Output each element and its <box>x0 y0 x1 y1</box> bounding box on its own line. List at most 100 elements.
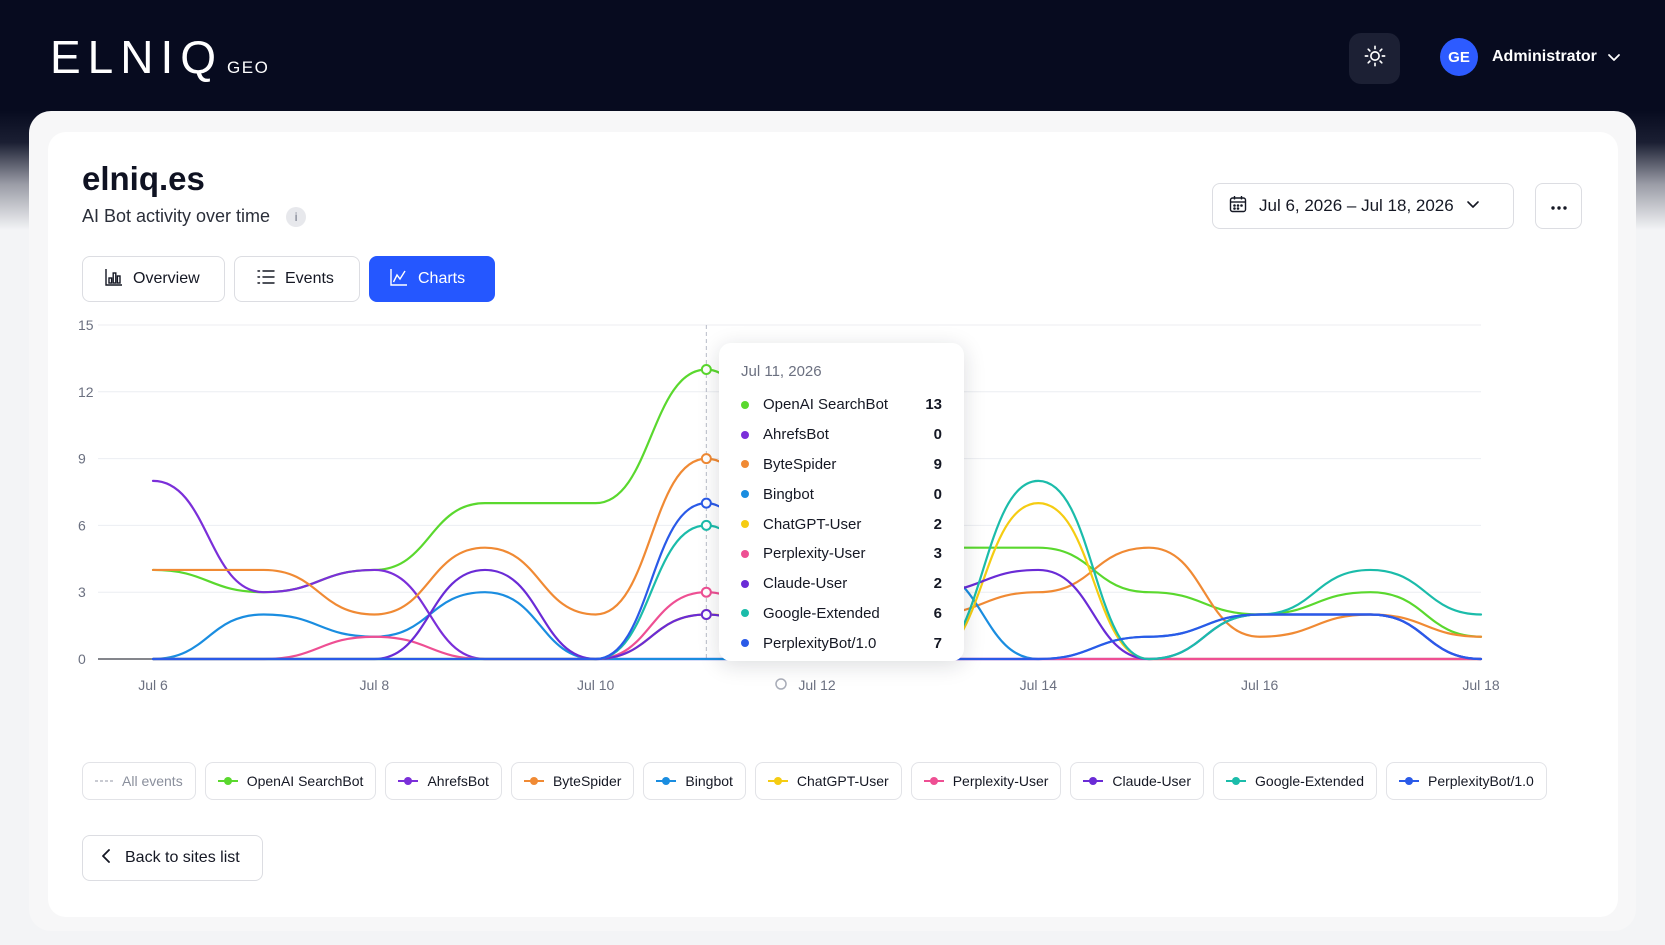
tooltip-series-name: Google-Extended <box>763 604 880 622</box>
series-line-icon <box>767 777 788 785</box>
legend-item[interactable]: ChatGPT-User <box>754 762 902 800</box>
activity-line-chart[interactable]: 0 3 6 9 12 15 Jul 6 Jul 8 Jul 10 Jul 12 Jul 14 Jul … <box>48 132 1618 752</box>
chevron-left-icon <box>101 848 111 868</box>
series-line-icon <box>656 777 677 785</box>
page-title: elniq.es <box>82 160 205 197</box>
legend-label: Claude-User <box>1112 773 1192 789</box>
series-line-icon <box>923 777 944 785</box>
tooltip-row: ChatGPT-User 2 <box>741 509 942 539</box>
legend-label: AhrefsBot <box>427 773 489 789</box>
legend-item[interactable]: ByteSpider <box>510 762 635 800</box>
y-tick-label: 12 <box>78 384 94 400</box>
tooltip-series-name: ByteSpider <box>763 455 837 473</box>
calendar-icon <box>1229 195 1247 218</box>
list-icon <box>257 269 275 290</box>
tab-events[interactable]: Events <box>234 256 360 302</box>
legend-label: OpenAI SearchBot <box>246 773 364 789</box>
series-dot-icon <box>741 430 749 439</box>
series-dot-icon <box>741 400 749 409</box>
tab-label: Events <box>285 270 334 287</box>
avatar: GE <box>1440 38 1478 76</box>
view-tabs: Overview Events Charts <box>82 256 495 302</box>
series-line-icon <box>1398 777 1419 785</box>
more-dots-icon <box>1550 197 1567 215</box>
chevron-down-icon <box>1466 196 1480 216</box>
y-tick-label: 0 <box>78 651 86 667</box>
tooltip-row: ByteSpider 9 <box>741 450 942 480</box>
tooltip-series-value: 9 <box>933 455 942 473</box>
series-dot-icon <box>741 639 749 648</box>
legend-item-all-events[interactable]: All events <box>82 762 196 800</box>
legend-label: PerplexityBot/1.0 <box>1427 773 1534 789</box>
legend-item[interactable]: Google-Extended <box>1213 762 1377 800</box>
tooltip-row: Perplexity-User 3 <box>741 539 942 569</box>
legend-item[interactable]: Perplexity-User <box>910 762 1062 800</box>
legend-item[interactable]: AhrefsBot <box>385 762 502 800</box>
series-line-icon <box>1226 777 1247 785</box>
legend-item[interactable]: PerplexityBot/1.0 <box>1385 762 1547 800</box>
crosshair-marker <box>775 678 787 690</box>
back-label: Back to sites list <box>125 849 240 866</box>
legend-item[interactable]: Bingbot <box>643 762 746 800</box>
legend-item[interactable]: Claude-User <box>1070 762 1205 800</box>
series-line-icon <box>523 777 544 785</box>
tooltip-series-name: AhrefsBot <box>763 426 829 444</box>
data-point <box>700 586 712 598</box>
series-dot-icon <box>741 549 749 558</box>
chevron-down-icon <box>1607 50 1621 64</box>
tooltip-series-value: 7 <box>933 634 942 652</box>
legend-label: Perplexity-User <box>952 773 1049 789</box>
site-card: elniq.es AI Bot activity over time i Jul… <box>48 132 1618 917</box>
chart-legend: All events OpenAI SearchBot AhrefsBot ByteS… <box>82 762 1547 800</box>
tooltip-series-name: PerplexityBot/1.0 <box>763 634 877 652</box>
legend-label: ChatGPT-User <box>796 773 889 789</box>
chart-icon <box>390 268 408 291</box>
more-options-button[interactable] <box>1535 183 1582 229</box>
tab-overview[interactable]: Overview <box>82 256 225 302</box>
x-tick-label: Jul 18 <box>1462 677 1500 693</box>
y-tick-label: 15 <box>78 317 94 333</box>
tooltip-series-value: 2 <box>933 575 942 593</box>
tooltip-row: Bingbot 0 <box>741 479 942 509</box>
info-icon[interactable]: i <box>286 206 307 227</box>
user-menu[interactable]: GE Administrator <box>1440 38 1621 76</box>
tooltip-date: Jul 11, 2026 <box>741 363 822 380</box>
tooltip-series-name: Perplexity-User <box>763 545 866 563</box>
user-name: Administrator <box>1492 48 1597 65</box>
tooltip-row: PerplexityBot/1.0 7 <box>741 628 942 658</box>
tooltip-series-name: ChatGPT-User <box>763 515 862 533</box>
tab-label: Overview <box>133 270 200 287</box>
tooltip-series-name: OpenAI SearchBot <box>763 396 889 414</box>
data-point <box>700 453 712 465</box>
tooltip-series-value: 6 <box>933 604 942 622</box>
x-tick-label: Jul 8 <box>360 677 390 693</box>
back-to-sites-button[interactable]: Back to sites list <box>82 835 263 881</box>
tooltip-series-value: 2 <box>933 515 942 533</box>
tooltip-row: AhrefsBot 0 <box>741 420 942 450</box>
chart-icon <box>105 268 123 291</box>
data-point <box>700 364 712 376</box>
y-tick-label: 3 <box>78 584 86 600</box>
y-tick-label: 9 <box>78 451 86 467</box>
tab-charts[interactable]: Charts <box>369 256 495 302</box>
series-dot-icon <box>741 520 749 529</box>
theme-toggle-button[interactable] <box>1349 33 1400 84</box>
series-dot-icon <box>741 609 749 618</box>
series-dot-icon <box>741 490 749 499</box>
x-tick-label: Jul 14 <box>1020 677 1058 693</box>
date-range-picker[interactable]: Jul 6, 2026 – Jul 18, 2026 <box>1212 183 1514 229</box>
y-tick-label: 6 <box>78 517 86 533</box>
legend-item[interactable]: OpenAI SearchBot <box>204 762 377 800</box>
legend-label: All events <box>122 773 183 789</box>
data-point <box>700 519 712 531</box>
tooltip-series-value: 3 <box>933 545 942 563</box>
tooltip-row: Google-Extended 6 <box>741 599 942 629</box>
x-tick-label: Jul 6 <box>138 677 168 693</box>
series-line-icon <box>217 777 238 785</box>
series-dot-icon <box>741 460 749 469</box>
tooltip-series-name: Bingbot <box>763 485 814 503</box>
logo-subtitle: GEO <box>227 58 270 77</box>
series-line-icon <box>1083 777 1104 785</box>
logo[interactable]: ELNIQ GEO <box>50 34 269 80</box>
legend-label: Google-Extended <box>1255 773 1364 789</box>
